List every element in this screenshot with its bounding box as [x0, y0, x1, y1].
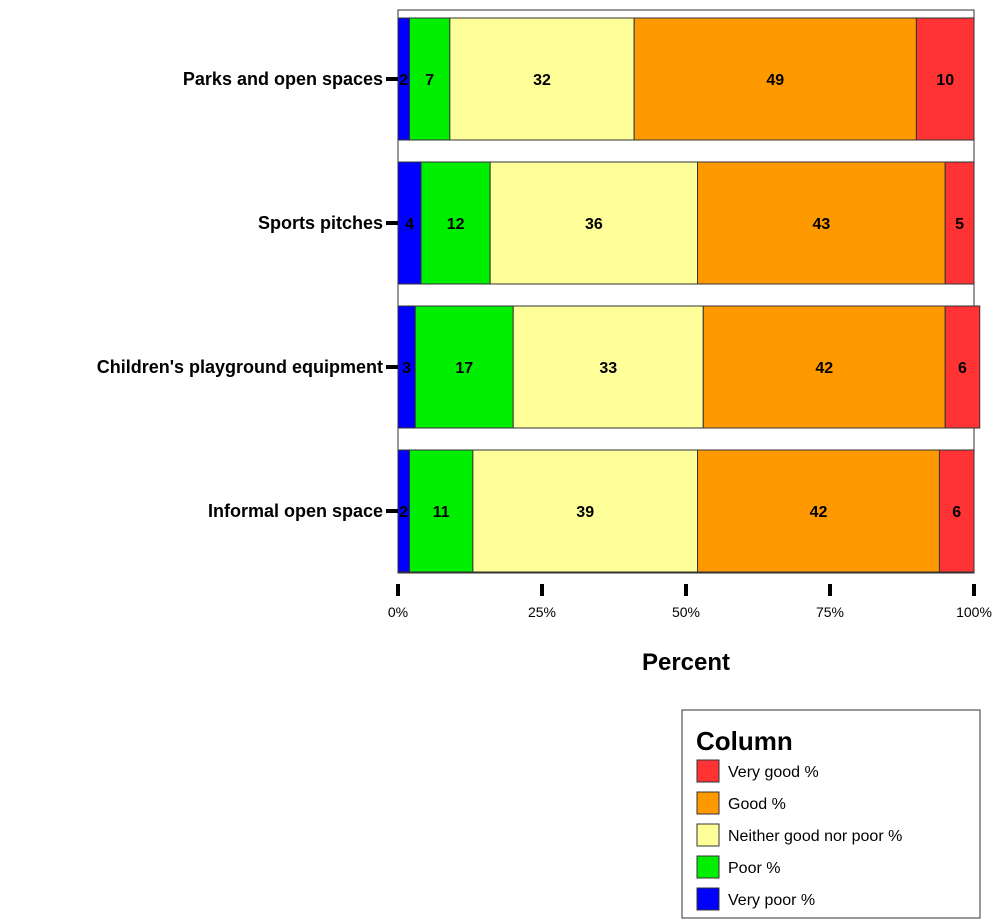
bar-segment: [449, 17, 635, 141]
bar-segment: [938, 449, 975, 573]
plot-frame: [397, 9, 975, 574]
legend-item-label: Good %: [728, 796, 786, 813]
bars-layer: 2 7 32 49 104 12 36 43 53 17 33 42 62 11 39 42 6: [397, 17, 981, 573]
x-tick-label: 50%: [672, 604, 700, 620]
bar-segment: [915, 17, 975, 141]
legend-item-label: Very poor %: [728, 892, 815, 909]
bar-segment: [414, 305, 514, 429]
bar-segment: [944, 161, 975, 285]
category-label: Informal open space: [208, 501, 383, 521]
bar-segment: [697, 161, 946, 285]
data-label: 42: [815, 360, 833, 377]
bar-segment: [944, 305, 981, 429]
bar-segment: [409, 17, 451, 141]
x-axis: 0% 25% 50% 75% 100%: [388, 584, 992, 620]
data-label: 6: [958, 360, 967, 377]
data-label: 36: [585, 216, 603, 233]
legend-swatch: [696, 855, 720, 879]
data-label: 4: [405, 216, 414, 233]
bar-segment: [420, 161, 491, 285]
legend-box: [681, 709, 981, 919]
data-label: 43: [812, 216, 830, 233]
data-label: 39: [576, 504, 594, 521]
data-label: 49: [766, 72, 784, 89]
data-label: 17: [455, 360, 473, 377]
x-tick-label: 0%: [388, 604, 408, 620]
x-axis-title: Percent: [642, 649, 730, 676]
data-label: 5: [955, 216, 964, 233]
data-label: 12: [447, 216, 465, 233]
data-label: 10: [936, 72, 954, 89]
category-axis: Parks and open spaces Sports pitches Child…: [97, 69, 398, 521]
bar-segment: [633, 17, 917, 141]
bar-segment: [472, 449, 699, 573]
data-label: 6: [952, 504, 961, 521]
data-label: 3: [402, 360, 411, 377]
data-label: 7: [425, 72, 434, 89]
data-label: 2: [399, 72, 408, 89]
legend-item-label: Poor %: [728, 860, 780, 877]
x-tick-label: 25%: [528, 604, 556, 620]
data-label: 42: [810, 504, 828, 521]
legend-swatch: [696, 759, 720, 783]
bar-segment: [697, 449, 940, 573]
bar-segment: [702, 305, 946, 429]
category-label: Sports pitches: [258, 213, 383, 233]
bar-segment: [409, 449, 474, 573]
legend-title: Column: [696, 726, 793, 756]
legend-item-label: Neither good nor poor %: [728, 828, 902, 845]
category-label: Parks and open spaces: [183, 69, 383, 89]
data-label: 11: [433, 504, 450, 521]
data-label: 32: [533, 72, 551, 89]
legend-swatch: [696, 823, 720, 847]
category-label: Children's playground equipment: [97, 357, 383, 377]
bar-segment: [489, 161, 699, 285]
legend-item-label: Very good %: [728, 764, 819, 781]
legend: Column Very good % Good % Neither good nor…: [681, 709, 981, 919]
x-tick-label: 75%: [816, 604, 844, 620]
data-label: 33: [599, 360, 617, 377]
x-tick-label: 100%: [956, 604, 992, 620]
data-label: 2: [399, 504, 408, 521]
bar-segment: [512, 305, 704, 429]
legend-swatch: [696, 887, 720, 911]
legend-swatch: [696, 791, 720, 815]
